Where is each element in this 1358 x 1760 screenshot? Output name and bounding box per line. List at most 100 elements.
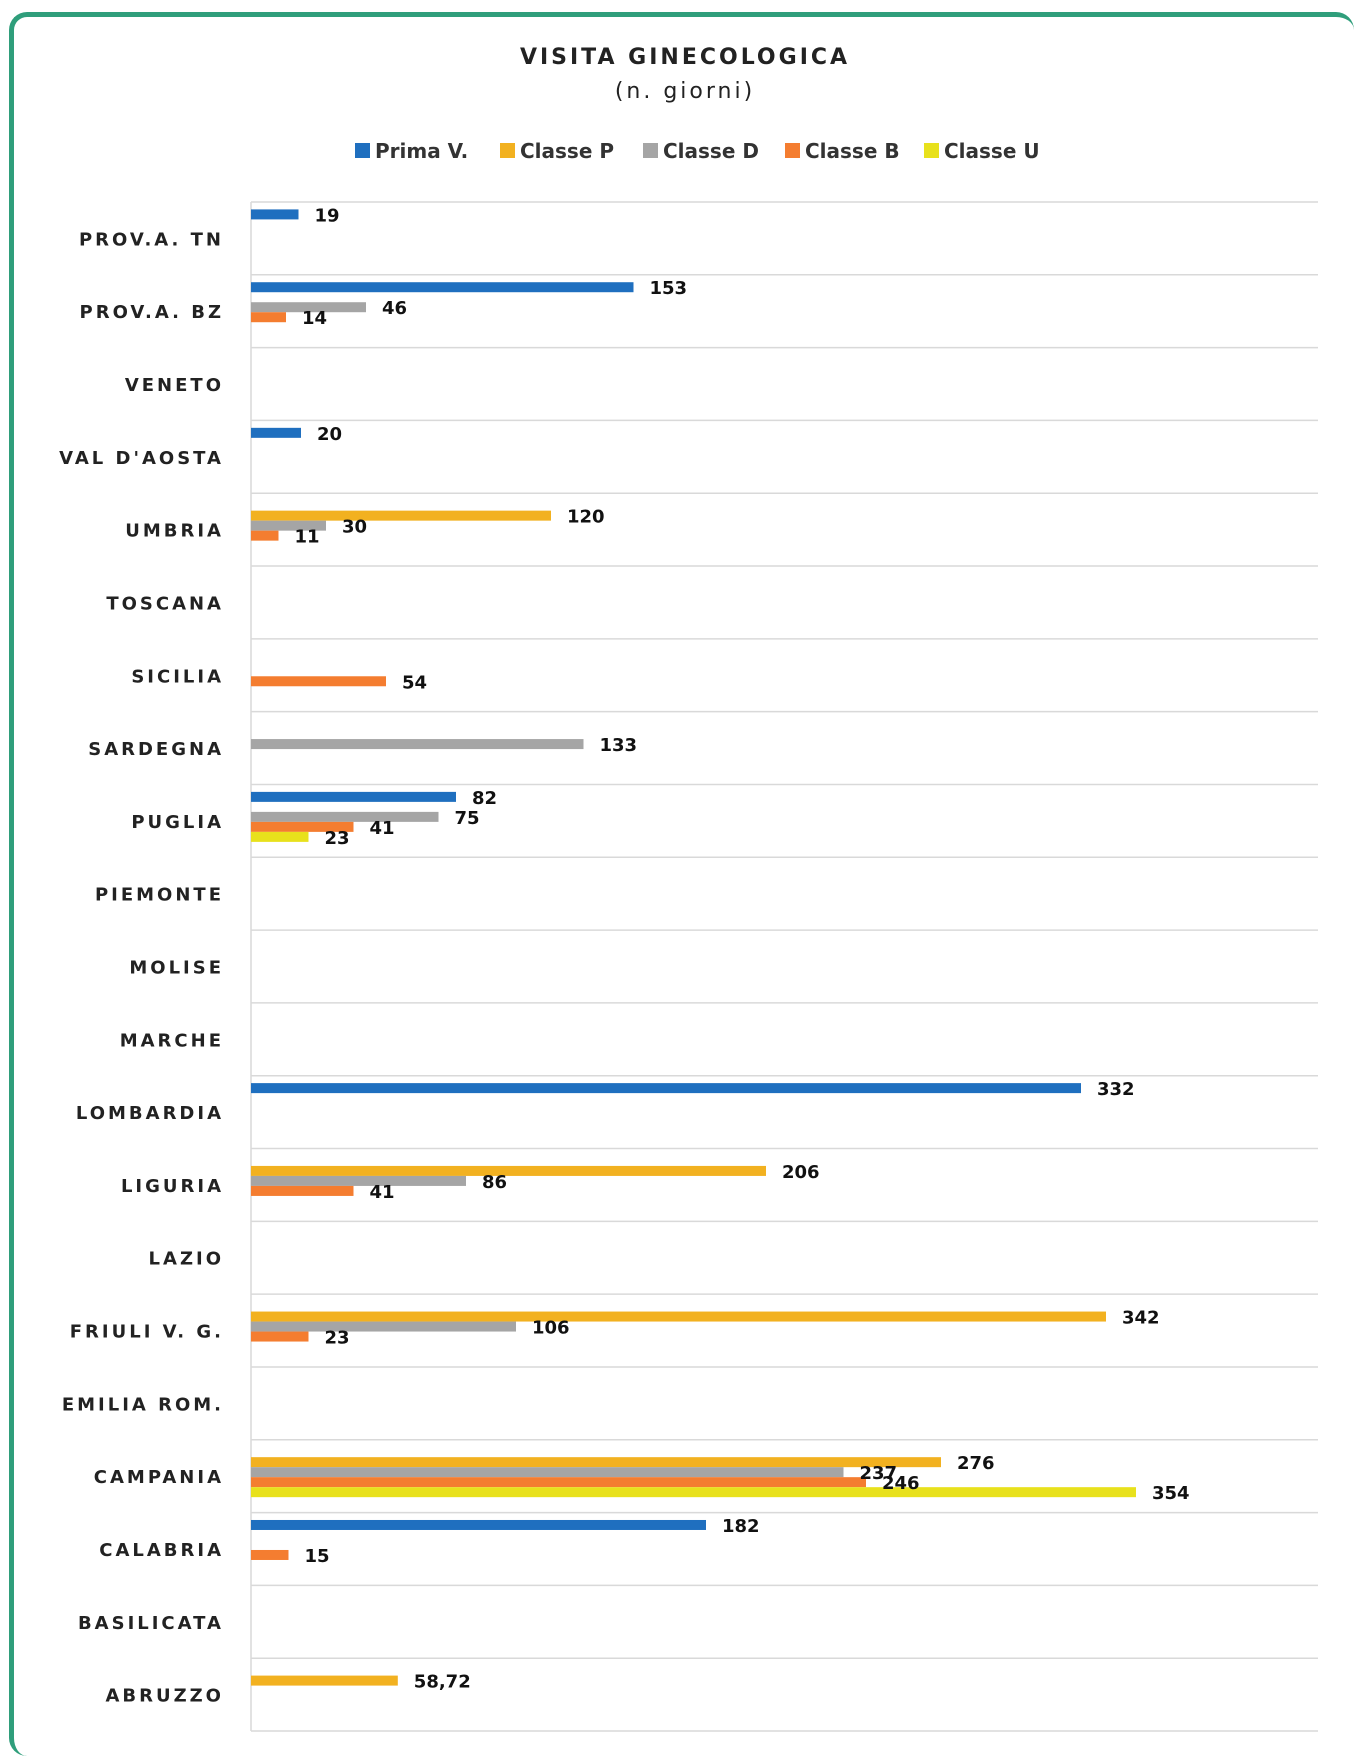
category-label: CAMPANIA [94, 1467, 224, 1488]
bar [251, 811, 439, 822]
legend-item: Prima V. [355, 139, 468, 163]
legend-swatch [355, 143, 370, 158]
chart-title: VISITA GINECOLOGICA [520, 45, 850, 70]
category-label: EMILIA ROM. [62, 1394, 224, 1415]
bar [251, 427, 301, 438]
bar [251, 510, 551, 521]
bar [251, 1331, 309, 1342]
bar [251, 831, 309, 842]
legend-label: Classe P [520, 139, 614, 163]
data-label: 30 [342, 517, 367, 538]
data-label: 342 [1122, 1308, 1160, 1329]
data-label: 41 [370, 1182, 395, 1203]
category-label: BASILICATA [78, 1613, 224, 1634]
bar [251, 302, 366, 313]
legend-item: Classe B [785, 139, 900, 163]
data-label: 23 [325, 828, 350, 849]
bar [251, 1519, 706, 1530]
data-label: 58,72 [414, 1672, 471, 1693]
category-label: PROV.A. TN [79, 229, 224, 250]
bar [251, 1457, 941, 1468]
bar [251, 1487, 1136, 1498]
bar [251, 1675, 398, 1686]
bar [251, 282, 634, 293]
bar [251, 791, 456, 802]
data-label: 182 [722, 1516, 760, 1537]
data-label: 19 [315, 205, 340, 226]
data-label: 246 [882, 1473, 920, 1494]
data-label: 14 [302, 308, 327, 329]
legend: Prima V. Classe P Classe D Classe B Classe U [355, 139, 1040, 163]
category-label: TOSCANA [106, 593, 224, 614]
category-label: VAL D'AOSTA [59, 448, 224, 469]
legend-item: Classe U [924, 139, 1040, 163]
bar [251, 312, 286, 323]
data-label: 86 [482, 1172, 507, 1193]
category-label: LAZIO [149, 1249, 224, 1270]
data-label: 41 [370, 818, 395, 839]
category-label: PIEMONTE [95, 885, 224, 906]
category-label: PROV.A. BZ [80, 302, 224, 323]
bar [251, 1175, 466, 1186]
data-label: 11 [295, 527, 320, 548]
data-label: 46 [382, 298, 407, 319]
bar [251, 1477, 866, 1488]
data-label: 237 [860, 1463, 898, 1484]
bar [251, 1321, 516, 1332]
category-labels: PROV.A. TN PROV.A. BZ VENETO VAL D'AOSTA UMB… [59, 229, 224, 1707]
gridlines [250, 201, 1318, 1732]
bar [251, 530, 279, 541]
data-label: 354 [1152, 1483, 1190, 1504]
legend-item: Classe D [643, 139, 759, 163]
data-label: 133 [600, 735, 638, 756]
legend-label: Classe D [663, 139, 759, 163]
legend-label: Classe U [944, 139, 1040, 163]
bar [251, 1165, 766, 1176]
data-label: 206 [782, 1162, 820, 1183]
data-label: 23 [325, 1328, 350, 1349]
data-label: 15 [305, 1546, 330, 1567]
legend-label: Prima V. [375, 139, 468, 163]
bar [251, 1083, 1081, 1094]
bars [251, 209, 1136, 1686]
data-label: 332 [1097, 1079, 1135, 1100]
category-label: FRIULI V. G. [70, 1322, 224, 1343]
data-label: 75 [455, 808, 480, 829]
bar [251, 821, 354, 832]
bar [251, 1311, 1106, 1322]
category-label: MARCHE [120, 1030, 224, 1051]
bar [251, 676, 386, 687]
category-label: MOLISE [129, 958, 224, 979]
category-label: LOMBARDIA [76, 1103, 224, 1124]
data-label: 153 [650, 278, 688, 299]
legend-label: Classe B [805, 139, 900, 163]
category-label: SICILIA [131, 666, 224, 687]
category-label: LIGURIA [121, 1176, 224, 1197]
bar [251, 1549, 289, 1560]
chart-frame [9, 12, 1354, 1756]
data-label: 120 [567, 507, 605, 528]
data-label: 106 [532, 1318, 570, 1339]
legend-item: Classe P [500, 139, 614, 163]
data-label: 20 [317, 424, 342, 445]
data-label: 54 [402, 672, 427, 693]
legend-swatch [785, 143, 800, 158]
category-label: UMBRIA [125, 521, 224, 542]
data-label: 276 [957, 1453, 995, 1474]
data-label: 82 [472, 788, 497, 809]
bar [251, 209, 299, 220]
bar [251, 520, 326, 531]
category-label: CALABRIA [99, 1540, 224, 1561]
bar [251, 1185, 354, 1196]
category-label: SARDEGNA [88, 739, 224, 760]
category-label: ABRUZZO [105, 1686, 224, 1707]
category-label: PUGLIA [131, 812, 224, 833]
bar [251, 1467, 844, 1478]
legend-swatch [643, 143, 658, 158]
bar [251, 739, 584, 750]
category-label: VENETO [125, 375, 224, 396]
legend-swatch [500, 143, 515, 158]
chart-subtitle: (n. giorni) [615, 79, 755, 104]
